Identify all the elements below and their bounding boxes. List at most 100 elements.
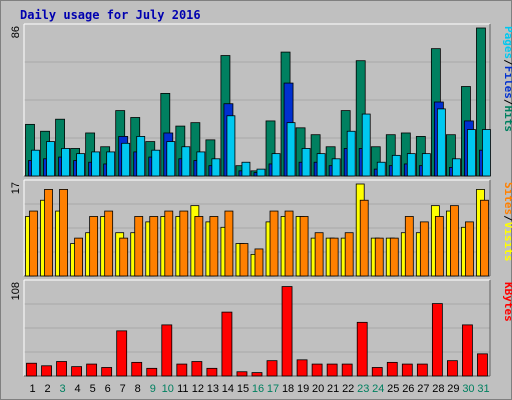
legend-part-2-1: / <box>502 215 512 222</box>
x-tick-label-day-18: 18 <box>282 383 294 395</box>
kbytes-bar-day-9 <box>146 367 158 377</box>
sites-bar-day-3 <box>59 189 68 277</box>
pages-bar-day-15 <box>241 161 251 177</box>
pages-bar-day-10 <box>166 141 176 177</box>
kbytes-bar-day-19 <box>296 359 308 377</box>
x-tick-label-day-26: 26 <box>402 383 414 395</box>
legend-part-3-0: KBytes <box>502 282 512 322</box>
pages-bar-day-29 <box>452 158 461 177</box>
panel-2-y-max-label: 17 <box>10 182 22 194</box>
pages-bar-day-23 <box>361 113 371 177</box>
x-tick-label-day-19: 19 <box>297 383 309 395</box>
pages-bar-day-26 <box>406 153 416 177</box>
sites-bar-day-21 <box>329 237 339 277</box>
sites-bar-day-29 <box>450 205 459 277</box>
kbytes-bar-day-25 <box>386 361 398 377</box>
sites-bar-day-17 <box>269 210 279 277</box>
kbytes-bar-day-8 <box>131 361 143 377</box>
kbytes-bar-day-7 <box>116 330 128 377</box>
kbytes-bar-day-3 <box>56 361 67 377</box>
kbytes-bar-day-17 <box>266 360 278 377</box>
x-tick-label-day-25: 25 <box>387 383 399 395</box>
kbytes-bar-day-22 <box>341 363 353 377</box>
sites-bar-day-1 <box>29 210 38 277</box>
x-tick-label-day-30: 30 <box>462 383 474 395</box>
sites-bar-day-28 <box>434 216 444 277</box>
sites-bar-day-10 <box>164 210 174 277</box>
sites-bar-day-30 <box>465 221 474 277</box>
kbytes-bar-day-6 <box>101 367 113 377</box>
sites-bar-day-7 <box>119 237 129 277</box>
legend-part-1-4: Hits <box>502 106 512 133</box>
kbytes-bar-day-28 <box>431 303 443 377</box>
kbytes-bar-day-30 <box>462 324 473 377</box>
sites-bar-day-12 <box>194 216 204 277</box>
pages-bar-day-16 <box>256 168 266 177</box>
x-tick-label-day-9: 9 <box>150 383 156 395</box>
x-tick-label-day-16: 16 <box>252 383 264 395</box>
kbytes-bar-day-31 <box>477 353 488 377</box>
x-tick-label-day-31: 31 <box>477 383 489 395</box>
sites-bar-day-22 <box>344 232 354 277</box>
pages-bar-day-8 <box>136 136 146 177</box>
panel-3-legend: KBytes <box>502 282 512 322</box>
panel-1-legend: Pages/Files/Hits <box>502 26 512 132</box>
pages-bar-day-25 <box>391 154 401 177</box>
sites-bar-day-25 <box>389 237 399 277</box>
x-tick-label-day-7: 7 <box>120 383 126 395</box>
kbytes-bar-day-15 <box>236 371 248 377</box>
sites-bar-day-16 <box>254 248 264 277</box>
x-tick-label-day-27: 27 <box>417 383 429 395</box>
kbytes-bar-day-4 <box>71 366 82 377</box>
pages-bar-day-30 <box>467 129 476 177</box>
sites-bar-day-4 <box>74 237 83 277</box>
sites-bar-day-8 <box>134 216 144 277</box>
x-tick-label-day-6: 6 <box>105 383 111 395</box>
kbytes-bar-day-13 <box>206 367 218 377</box>
x-tick-label-day-11: 11 <box>177 383 188 395</box>
kbytes-bar-day-24 <box>371 367 383 377</box>
pages-bar-day-14 <box>226 115 236 177</box>
legend-part-1-2: Files <box>502 66 512 99</box>
sites-bar-day-18 <box>284 210 294 277</box>
sites-bar-day-5 <box>89 216 99 277</box>
x-tick-label-day-12: 12 <box>192 383 204 395</box>
x-tick-label-day-28: 28 <box>432 383 444 395</box>
pages-bar-day-5 <box>91 151 101 177</box>
sites-bar-day-2 <box>44 189 53 277</box>
x-tick-label-day-24: 24 <box>372 383 384 395</box>
pages-bar-day-19 <box>301 148 311 177</box>
pages-bar-day-21 <box>331 158 341 177</box>
kbytes-bar-day-21 <box>326 363 338 377</box>
sites-bar-day-6 <box>104 210 114 277</box>
x-tick-label-day-4: 4 <box>75 383 81 395</box>
x-tick-label-day-23: 23 <box>357 383 369 395</box>
kbytes-bar-day-11 <box>176 363 188 377</box>
pages-bar-day-6 <box>106 151 116 177</box>
pages-bar-day-20 <box>316 153 326 177</box>
pages-bar-day-18 <box>286 122 296 177</box>
x-tick-label-day-3: 3 <box>60 383 66 395</box>
x-tick-label-day-1: 1 <box>29 383 35 395</box>
pages-bar-day-4 <box>76 153 85 177</box>
legend-part-2-0: Sites <box>502 182 512 215</box>
pages-bar-day-11 <box>181 146 191 177</box>
kbytes-bar-day-14 <box>221 311 233 377</box>
sites-bar-day-14 <box>224 210 234 277</box>
sites-bar-day-27 <box>419 221 429 277</box>
pages-bar-day-2 <box>46 141 55 177</box>
sites-bar-day-31 <box>480 199 489 277</box>
chart-title: Daily usage for July 2016 <box>20 8 201 22</box>
kbytes-bar-day-20 <box>311 363 323 377</box>
sites-bar-day-13 <box>209 216 219 277</box>
x-tick-label-day-2: 2 <box>44 383 50 395</box>
panel-1-y-max-label: 86 <box>10 26 22 38</box>
x-tick-label-day-15: 15 <box>237 383 249 395</box>
pages-bar-day-24 <box>376 161 386 177</box>
sites-bar-day-11 <box>179 210 189 277</box>
sites-bar-day-23 <box>359 199 369 277</box>
panel-3-y-max-label: 108 <box>10 282 22 300</box>
pages-bar-day-9 <box>151 149 161 177</box>
legend-part-1-3: / <box>502 99 512 106</box>
x-tick-label-day-13: 13 <box>207 383 219 395</box>
